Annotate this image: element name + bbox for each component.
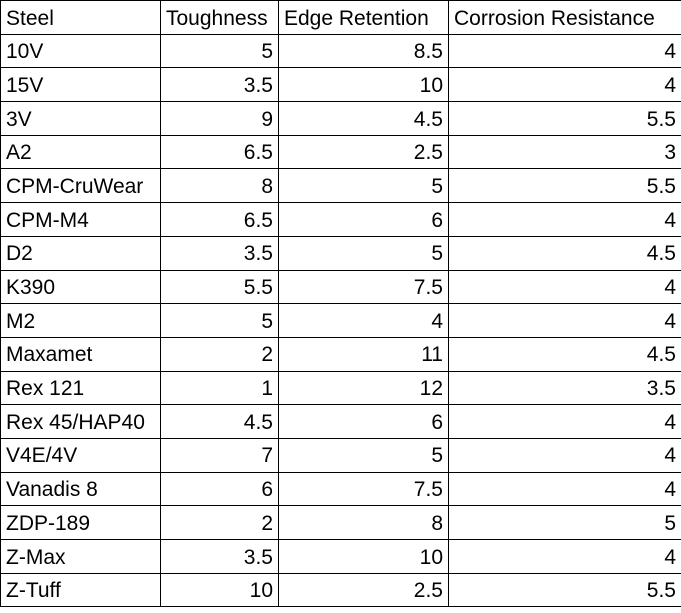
value-cell[interactable]: 4 [448,437,681,473]
value-cell[interactable]: 5 [278,168,449,204]
table-row: M2 5 4 4 [0,303,681,338]
steel-name-cell[interactable]: Vanadis 8 [0,471,161,507]
table-row: 15V 3.5 10 4 [0,67,681,103]
value-cell[interactable]: 5 [448,505,681,540]
value-cell[interactable]: 3 [448,134,681,170]
value-cell[interactable]: 8 [278,505,449,540]
value-cell[interactable]: 5.5 [160,269,279,305]
steel-name-cell[interactable]: A2 [0,134,161,170]
value-cell[interactable]: 12 [278,370,449,406]
table-row: 10V 5 8.5 4 [0,33,681,69]
table-row: ZDP-189 2 8 5 [0,505,681,540]
value-cell[interactable]: 5.5 [448,168,681,204]
steel-name-cell[interactable]: Rex 121 [0,370,161,406]
table-row: Rex 121 1 12 3.5 [0,370,681,406]
column-header[interactable]: Toughness [160,0,279,35]
value-cell[interactable]: 4 [448,67,681,103]
value-cell[interactable]: 5.5 [448,572,681,608]
table-row: K390 5.5 7.5 4 [0,269,681,305]
value-cell[interactable]: 1 [160,370,279,406]
value-cell[interactable]: 4 [448,539,681,574]
value-cell[interactable]: 3.5 [160,67,279,103]
value-cell[interactable]: 6.5 [160,202,279,237]
value-cell[interactable]: 4 [448,303,681,338]
value-cell[interactable]: 3.5 [448,370,681,406]
value-cell[interactable]: 8.5 [278,33,449,69]
value-cell[interactable]: 6 [278,404,449,439]
steel-name-cell[interactable]: 15V [0,67,161,103]
table-row: 3V 9 4.5 5.5 [0,101,681,136]
value-cell[interactable]: 8 [160,168,279,204]
steel-name-cell[interactable]: Z-Max [0,539,161,574]
value-cell[interactable]: 4.5 [278,101,449,136]
value-cell[interactable]: 10 [278,67,449,103]
table-row: CPM-M4 6.5 6 4 [0,202,681,237]
steel-name-cell[interactable]: 10V [0,33,161,69]
column-header[interactable]: Corrosion Resistance [448,0,681,35]
steel-name-cell[interactable]: Z-Tuff [0,572,161,608]
value-cell[interactable]: 7.5 [278,269,449,305]
value-cell[interactable]: 7.5 [278,471,449,507]
column-header[interactable]: Steel [0,0,161,35]
value-cell[interactable]: 4 [448,33,681,69]
value-cell[interactable]: 4 [448,471,681,507]
value-cell[interactable]: 5 [278,235,449,271]
value-cell[interactable]: 6.5 [160,134,279,170]
value-cell[interactable]: 5 [160,33,279,69]
value-cell[interactable]: 4 [448,404,681,439]
value-cell[interactable]: 6 [160,471,279,507]
table-row: Z-Max 3.5 10 4 [0,539,681,574]
steel-name-cell[interactable]: Rex 45/HAP40 [0,404,161,439]
value-cell[interactable]: 5 [160,303,279,338]
value-cell[interactable]: 10 [278,539,449,574]
table-row: Z-Tuff 10 2.5 5.5 [0,572,681,608]
table-row: D2 3.5 5 4.5 [0,235,681,271]
value-cell[interactable]: 5.5 [448,101,681,136]
value-cell[interactable]: 2.5 [278,572,449,608]
value-cell[interactable]: 4.5 [160,404,279,439]
table-row: Rex 45/HAP40 4.5 6 4 [0,404,681,439]
steel-name-cell[interactable]: ZDP-189 [0,505,161,540]
value-cell[interactable]: 2.5 [278,134,449,170]
table-row: V4E/4V 7 5 4 [0,437,681,473]
value-cell[interactable]: 11 [278,336,449,372]
column-header[interactable]: Edge Retention [278,0,449,35]
value-cell[interactable]: 2 [160,505,279,540]
table-body: 10V 5 8.5 4 15V 3.5 10 4 3V 9 4.5 5.5 A2 6.5 2.5 3 CPM-C… [0,33,681,608]
steel-name-cell[interactable]: M2 [0,303,161,338]
table-row: Maxamet 2 11 4.5 [0,336,681,372]
steel-name-cell[interactable]: Maxamet [0,336,161,372]
table-row: Vanadis 8 6 7.5 4 [0,471,681,507]
value-cell[interactable]: 9 [160,101,279,136]
value-cell[interactable]: 3.5 [160,235,279,271]
steel-name-cell[interactable]: V4E/4V [0,437,161,473]
value-cell[interactable]: 4 [278,303,449,338]
steel-name-cell[interactable]: CPM-M4 [0,202,161,237]
value-cell[interactable]: 7 [160,437,279,473]
header-row: Steel Toughness Edge Retention Corrosion Re… [0,0,681,35]
table-row: A2 6.5 2.5 3 [0,134,681,170]
value-cell[interactable]: 4 [448,269,681,305]
value-cell[interactable]: 6 [278,202,449,237]
table-row: CPM-CruWear 8 5 5.5 [0,168,681,204]
value-cell[interactable]: 2 [160,336,279,372]
value-cell[interactable]: 4 [448,202,681,237]
steel-name-cell[interactable]: D2 [0,235,161,271]
value-cell[interactable]: 5 [278,437,449,473]
steel-name-cell[interactable]: K390 [0,269,161,305]
steel-name-cell[interactable]: CPM-CruWear [0,168,161,204]
value-cell[interactable]: 4.5 [448,235,681,271]
value-cell[interactable]: 4.5 [448,336,681,372]
steel-name-cell[interactable]: 3V [0,101,161,136]
value-cell[interactable]: 3.5 [160,539,279,574]
value-cell[interactable]: 10 [160,572,279,608]
